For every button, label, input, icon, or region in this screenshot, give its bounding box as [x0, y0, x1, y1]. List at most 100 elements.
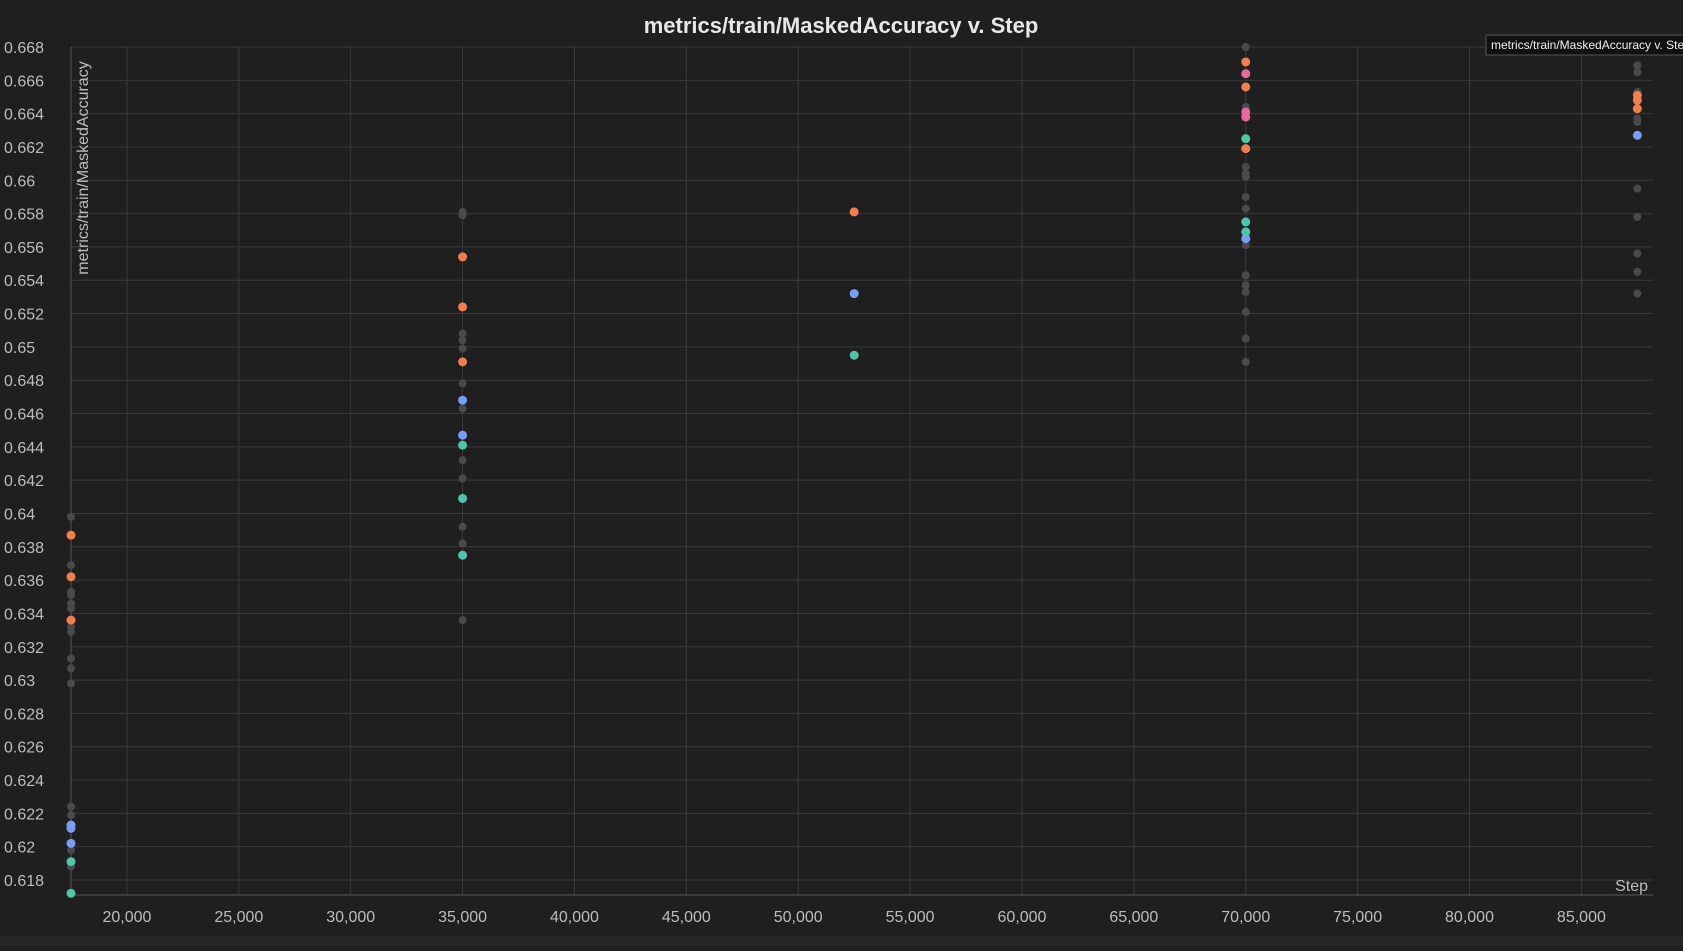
- data-point-teal[interactable]: [458, 440, 468, 450]
- data-point-gray[interactable]: [1241, 192, 1250, 201]
- data-point-blue[interactable]: [458, 430, 468, 440]
- data-point-gray[interactable]: [1241, 307, 1250, 316]
- data-point-gray[interactable]: [1633, 212, 1642, 221]
- data-point-orange[interactable]: [66, 572, 76, 582]
- data-point-blue[interactable]: [849, 289, 859, 299]
- x-tick-label: 45,000: [662, 909, 711, 926]
- data-point-orange[interactable]: [66, 530, 76, 540]
- data-point-gray[interactable]: [67, 679, 75, 688]
- data-point-blue[interactable]: [1632, 130, 1642, 140]
- x-tick-label: 85,000: [1557, 909, 1606, 926]
- tooltip-box: [1485, 34, 1683, 56]
- x-tick-label: 20,000: [102, 909, 151, 926]
- data-point-gray[interactable]: [1241, 241, 1250, 250]
- x-tick-label: 70,000: [1221, 909, 1270, 926]
- y-tick-label: 0.662: [4, 140, 44, 157]
- data-point-gray[interactable]: [67, 591, 75, 600]
- y-tick-label: 0.654: [4, 273, 44, 290]
- data-point-gray[interactable]: [67, 561, 75, 570]
- data-point-orange[interactable]: [1241, 144, 1251, 154]
- data-point-gray[interactable]: [458, 329, 467, 338]
- data-point-blue[interactable]: [1241, 234, 1251, 244]
- data-point-orange[interactable]: [458, 252, 468, 262]
- data-point-gray[interactable]: [1241, 172, 1250, 181]
- data-point-gray[interactable]: [1633, 289, 1642, 298]
- data-point-blue[interactable]: [458, 395, 468, 405]
- data-point-gray[interactable]: [1241, 287, 1250, 296]
- data-point-gray[interactable]: [458, 539, 467, 548]
- data-point-orange[interactable]: [1632, 104, 1642, 114]
- data-point-gray[interactable]: [67, 627, 75, 636]
- data-point-orange[interactable]: [458, 357, 468, 367]
- data-point-gray[interactable]: [1241, 357, 1250, 366]
- data-point-gray[interactable]: [458, 344, 467, 353]
- data-point-gray[interactable]: [67, 811, 75, 820]
- data-point-gray[interactable]: [458, 336, 467, 345]
- data-point-teal[interactable]: [458, 550, 468, 560]
- data-point-orange[interactable]: [66, 615, 76, 625]
- data-point-orange[interactable]: [1632, 95, 1642, 105]
- y-tick-label: 0.624: [4, 773, 44, 790]
- data-point-teal[interactable]: [1241, 217, 1251, 227]
- data-point-gray[interactable]: [67, 604, 75, 613]
- data-point-gray[interactable]: [1241, 162, 1250, 171]
- x-tick-label: 40,000: [550, 909, 599, 926]
- y-tick-label: 0.626: [4, 740, 44, 757]
- data-point-gray[interactable]: [1633, 67, 1642, 76]
- data-point-gray[interactable]: [1633, 267, 1642, 276]
- data-point-blue[interactable]: [66, 823, 76, 833]
- data-point-gray[interactable]: [458, 616, 467, 625]
- data-point-orange[interactable]: [849, 207, 859, 217]
- data-points[interactable]: [66, 43, 1642, 898]
- x-tick-label: 35,000: [438, 909, 487, 926]
- y-tick-label: 0.636: [4, 573, 44, 590]
- y-tick-label: 0.64: [4, 506, 35, 523]
- data-point-orange[interactable]: [1241, 82, 1251, 92]
- data-point-teal[interactable]: [849, 350, 859, 360]
- tooltip: metrics/train/MaskedAccuracy v. Step: [1485, 34, 1683, 56]
- chart-title: metrics/train/MaskedAccuracy v. Step: [644, 13, 1039, 38]
- data-point-gray[interactable]: [67, 664, 75, 673]
- data-point-teal[interactable]: [1241, 134, 1251, 144]
- data-point-gray[interactable]: [1633, 184, 1642, 193]
- data-point-gray[interactable]: [1633, 117, 1642, 126]
- data-point-gray[interactable]: [1241, 281, 1250, 290]
- data-point-gray[interactable]: [1241, 204, 1250, 213]
- data-point-gray[interactable]: [1633, 249, 1642, 258]
- data-point-blue[interactable]: [66, 838, 76, 848]
- data-point-gray[interactable]: [1633, 61, 1642, 70]
- data-point-teal[interactable]: [66, 888, 76, 898]
- data-point-gray[interactable]: [458, 456, 467, 465]
- data-point-teal[interactable]: [458, 493, 468, 503]
- data-point-teal[interactable]: [66, 857, 76, 867]
- data-point-gray[interactable]: [67, 654, 75, 663]
- data-point-gray[interactable]: [458, 404, 467, 413]
- y-tick-label: 0.658: [4, 207, 44, 224]
- y-tick-label: 0.65: [4, 340, 35, 357]
- data-point-pink[interactable]: [1241, 69, 1251, 79]
- data-point-gray[interactable]: [458, 211, 467, 220]
- y-tick-label: 0.644: [4, 440, 44, 457]
- x-tick-label: 25,000: [214, 909, 263, 926]
- data-point-orange[interactable]: [458, 302, 468, 312]
- data-point-orange[interactable]: [1241, 57, 1251, 67]
- data-point-gray[interactable]: [458, 522, 467, 531]
- data-point-gray[interactable]: [1241, 334, 1250, 343]
- data-point-pink[interactable]: [1241, 112, 1251, 122]
- data-point-gray[interactable]: [458, 379, 467, 388]
- x-tick-label: 65,000: [1109, 909, 1158, 926]
- y-axis-label: metrics/train/MaskedAccuracy: [75, 61, 92, 274]
- data-point-gray[interactable]: [458, 474, 467, 483]
- data-point-gray[interactable]: [67, 846, 75, 855]
- data-point-gray[interactable]: [67, 512, 75, 521]
- x-axis-label: Step: [1615, 878, 1648, 895]
- y-tick-label: 0.634: [4, 606, 44, 623]
- y-tick-label: 0.668: [4, 40, 44, 57]
- data-point-teal[interactable]: [1241, 227, 1251, 237]
- data-point-gray[interactable]: [1241, 43, 1250, 51]
- data-point-gray[interactable]: [1241, 271, 1250, 280]
- data-point-gray[interactable]: [67, 802, 75, 811]
- tooltip-text: metrics/train/MaskedAccuracy v. Step: [1491, 38, 1683, 52]
